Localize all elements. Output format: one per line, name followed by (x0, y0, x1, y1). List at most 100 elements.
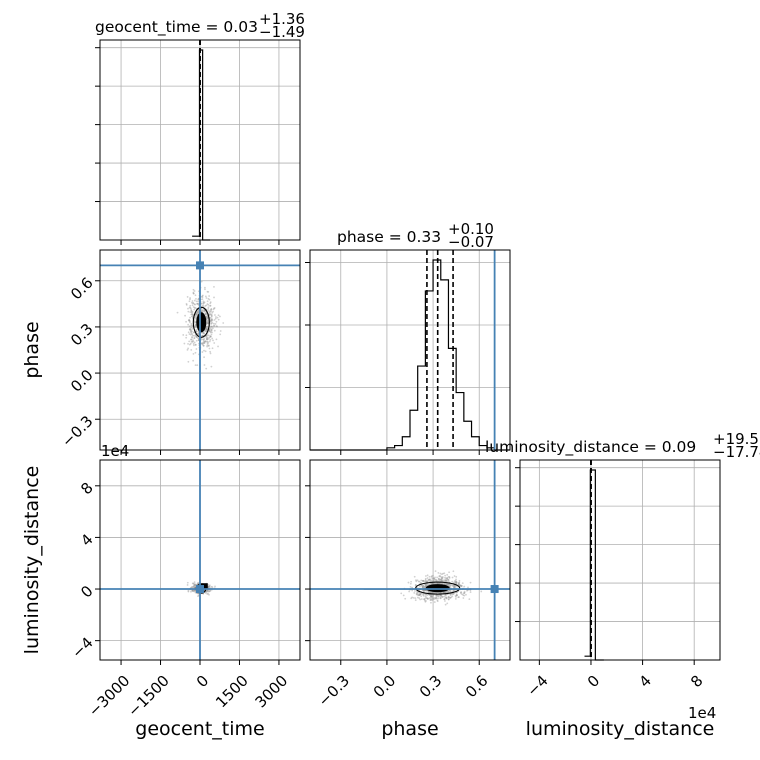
truth-marker (196, 261, 204, 270)
scatter-point (191, 340, 194, 343)
scatter-point (203, 349, 205, 352)
scatter-point (204, 313, 207, 316)
scatter-point (431, 582, 434, 585)
scatter-point (424, 593, 427, 596)
scatter-point (201, 294, 204, 297)
scatter-point (195, 312, 198, 315)
scatter-point (196, 311, 199, 314)
scatter-point (207, 321, 209, 324)
scatter-point (205, 316, 208, 319)
scatter-point (210, 325, 212, 328)
scatter-point (207, 303, 210, 306)
scatter-point (208, 347, 211, 350)
scatter-point (194, 322, 197, 324)
scatter-point (209, 302, 212, 305)
scatter-point (206, 336, 209, 339)
scatter-point (202, 331, 204, 334)
scatter-point (445, 577, 447, 580)
scatter-point (435, 594, 438, 597)
scatter-point (203, 340, 206, 343)
scatter-point (435, 596, 438, 598)
scatter-point (196, 336, 199, 339)
scatter-point (204, 310, 206, 313)
scatter-point (194, 307, 197, 310)
scatter-point (209, 310, 212, 313)
scatter-point (194, 325, 197, 328)
scatter-point (424, 578, 427, 581)
scatter-point (201, 334, 204, 337)
scatter-point (402, 594, 405, 597)
scatter-point (207, 307, 210, 310)
scatter-point (430, 575, 433, 578)
scatter-point (449, 584, 452, 587)
title-luminosity-distance: luminosity_distance = 0.09 (485, 438, 696, 457)
scatter-point (460, 591, 463, 594)
scatter-point (203, 337, 206, 340)
scatter-point (434, 570, 437, 573)
scatter-point (187, 360, 190, 363)
scatter-point (445, 597, 448, 600)
scatter-point (196, 302, 198, 305)
scatter-point (457, 583, 460, 586)
scatter-point (204, 312, 207, 315)
scatter-point (422, 593, 425, 596)
scatter-point (441, 579, 444, 582)
scatter-point (207, 590, 209, 593)
scatter-point (453, 585, 456, 587)
scatter-point (441, 582, 443, 585)
scatter-point (207, 322, 209, 324)
scatter-point (201, 296, 204, 299)
scatter-point (429, 594, 432, 596)
scatter-point (424, 580, 427, 583)
scatter-point (457, 583, 460, 586)
scatter-point (443, 598, 446, 601)
scatter-point (452, 592, 454, 595)
scatter-point (189, 311, 192, 314)
scatter-point (449, 590, 452, 592)
scatter-point (437, 597, 440, 600)
scatter-point (192, 352, 195, 355)
scatter-point (189, 306, 192, 309)
scatter-point (194, 317, 197, 319)
scatter-point (193, 308, 196, 311)
scatter-point (187, 590, 190, 593)
scatter-point (453, 585, 456, 588)
scatter-point (421, 586, 424, 589)
scatter-point (420, 584, 423, 587)
scatter-point (409, 582, 412, 585)
scatter-point (207, 290, 210, 293)
scatter-point (442, 591, 445, 594)
scatter-point (196, 311, 199, 314)
scatter-point (425, 584, 428, 587)
scatter-point (196, 311, 198, 314)
scatter-point (426, 580, 429, 583)
scatter-point (441, 595, 444, 598)
scatter-point (196, 364, 199, 367)
scatter-point (195, 330, 198, 333)
scatter-point (208, 328, 211, 331)
scatter-point (422, 586, 424, 589)
scatter-point (462, 594, 465, 596)
scatter-point (463, 592, 465, 594)
scatter-point (429, 579, 431, 581)
scatter-point (425, 585, 428, 587)
scatter-point (209, 319, 212, 322)
scatter-point (459, 584, 461, 587)
scatter-point (460, 592, 462, 595)
scatter-point (189, 298, 191, 301)
scatter-point (201, 310, 204, 313)
scatter-point (438, 591, 441, 594)
scatter-point (188, 321, 191, 324)
scatter-point (447, 598, 450, 601)
scatter-point (190, 338, 193, 341)
scatter-point (455, 575, 458, 578)
scatter-point (443, 598, 446, 600)
scatter-point (195, 339, 198, 342)
offset-text-y-luminosity-distance: 1e4 (101, 442, 129, 460)
scatter-point (210, 316, 213, 318)
scatter-point (434, 578, 437, 581)
scatter-point (204, 350, 207, 353)
scatter-point (192, 288, 195, 291)
scatter-point (437, 591, 440, 594)
scatter-point (197, 311, 200, 314)
